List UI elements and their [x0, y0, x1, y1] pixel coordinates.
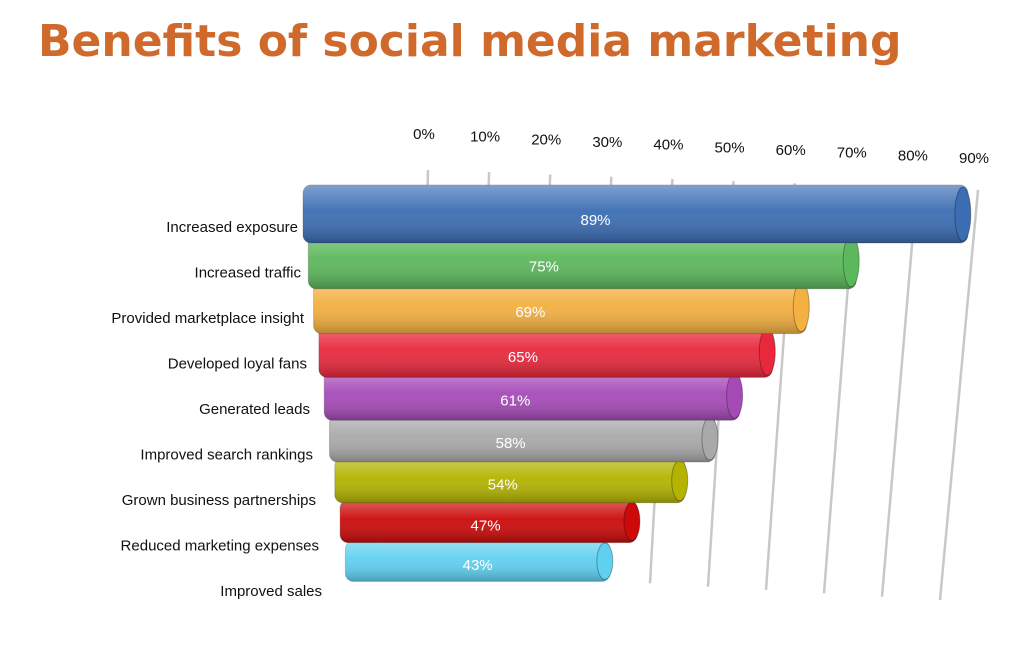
value-label: 47%	[471, 517, 501, 534]
category-label: Increased traffic	[195, 264, 302, 281]
grid-line	[938, 189, 980, 601]
bar-end	[726, 372, 744, 419]
value-label: 61%	[500, 392, 530, 409]
bar-group: 65%	[318, 325, 776, 378]
bar-shine	[329, 415, 715, 462]
bar-group: 58%	[329, 414, 719, 463]
bar-end	[792, 281, 810, 333]
x-tick-label: 40%	[653, 137, 683, 154]
x-tick-label: 60%	[776, 142, 806, 159]
x-tick-label: 80%	[898, 147, 928, 164]
category-label: Developed loyal fans	[168, 355, 307, 372]
bar-shine	[308, 233, 857, 289]
x-tick-label: 0%	[413, 126, 435, 143]
x-tick-label: 70%	[837, 145, 867, 162]
category-label: Provided marketplace insight	[111, 310, 304, 327]
bar-end	[954, 186, 972, 242]
value-label: 58%	[496, 435, 526, 452]
category-label: Reduced marketing expenses	[121, 537, 319, 554]
value-label: 65%	[508, 349, 538, 366]
bar-end	[758, 327, 776, 376]
x-tick-label: 90%	[959, 150, 989, 167]
bar-group: 43%	[344, 540, 614, 582]
bar-group: 75%	[307, 232, 860, 290]
category-label: Generated leads	[199, 401, 310, 418]
bar-shine	[303, 185, 968, 243]
bars: Increased exposure Increased traffic Provi…	[111, 184, 972, 600]
value-label: 69%	[515, 304, 545, 321]
bar-shine	[313, 280, 807, 334]
category-label: Improved search rankings	[140, 446, 313, 463]
value-label: 75%	[529, 259, 559, 276]
category-label: Improved sales	[220, 583, 322, 600]
grid-line	[880, 187, 919, 597]
chart-title: Benefits of social media marketing	[38, 16, 901, 67]
bar-shine	[345, 541, 610, 582]
bar-group: 47%	[339, 499, 641, 544]
category-label: Grown business partnerships	[122, 492, 316, 509]
x-tick-label: 10%	[470, 129, 500, 146]
bar-shine	[324, 371, 740, 421]
value-label: 43%	[463, 557, 493, 574]
bar-group: 89%	[302, 184, 972, 244]
bar-group: 54%	[334, 457, 689, 504]
bar-end	[671, 459, 689, 502]
x-tick-label: 20%	[531, 131, 561, 148]
x-tick-label: 50%	[715, 139, 745, 156]
bar-end	[701, 416, 719, 461]
value-label: 89%	[581, 212, 611, 229]
value-label: 54%	[488, 477, 518, 494]
bar-end	[596, 542, 614, 580]
bar-end	[623, 501, 641, 542]
bar-shine	[340, 500, 637, 543]
bar-group: 61%	[323, 370, 744, 421]
bar-shine	[318, 326, 773, 378]
bar-shine	[334, 458, 685, 503]
x-tick-label: 30%	[592, 134, 622, 151]
category-label: Increased exposure	[166, 219, 298, 236]
